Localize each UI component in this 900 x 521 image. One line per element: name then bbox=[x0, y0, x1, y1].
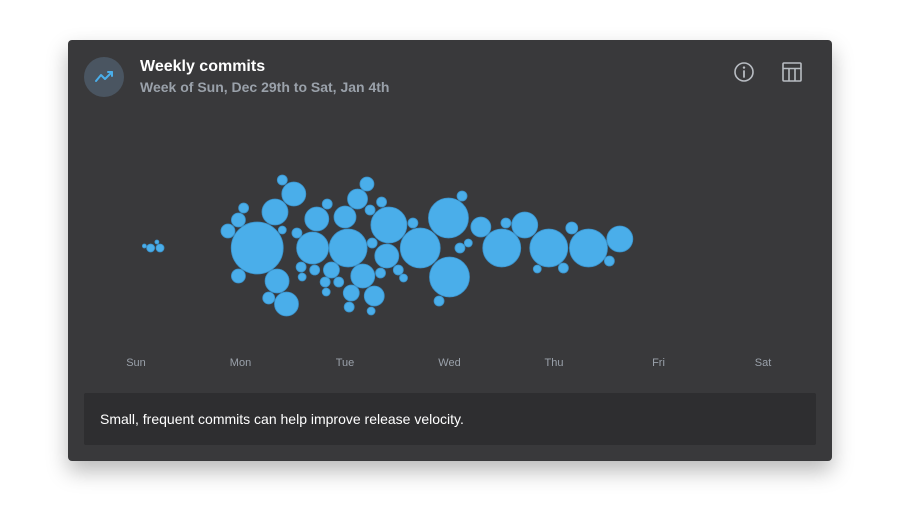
commit-bubble[interactable] bbox=[500, 217, 512, 229]
commit-bubble[interactable] bbox=[569, 228, 608, 268]
commit-bubble[interactable] bbox=[350, 263, 376, 289]
table-view-icon[interactable] bbox=[780, 60, 804, 84]
commit-bubble[interactable] bbox=[296, 231, 330, 265]
commit-bubble[interactable] bbox=[456, 190, 468, 202]
commit-bubble[interactable] bbox=[558, 262, 569, 274]
commit-bubble[interactable] bbox=[146, 243, 156, 253]
commit-bubble[interactable] bbox=[295, 261, 307, 273]
commit-bubble[interactable] bbox=[366, 237, 378, 249]
commit-bubble[interactable] bbox=[220, 223, 236, 239]
commit-bubble[interactable] bbox=[374, 243, 400, 269]
commit-bubble[interactable] bbox=[429, 256, 470, 298]
commit-bubble[interactable] bbox=[333, 276, 345, 288]
card-subtitle: Week of Sun, Dec 29th to Sat, Jan 4th bbox=[140, 79, 390, 95]
x-tick-label: Thu bbox=[545, 357, 564, 369]
commit-bubble[interactable] bbox=[333, 205, 357, 229]
commit-bubble[interactable] bbox=[277, 225, 287, 235]
commit-bubble[interactable] bbox=[428, 197, 469, 239]
commit-bubble[interactable] bbox=[565, 221, 579, 235]
weekly-commits-card: Weekly commits Week of Sun, Dec 29th to … bbox=[68, 40, 832, 461]
commit-bubble[interactable] bbox=[231, 212, 246, 228]
commit-bubble[interactable] bbox=[323, 261, 340, 279]
trend-line-icon bbox=[84, 57, 124, 97]
commit-bubble[interactable] bbox=[463, 238, 473, 248]
commit-bubble[interactable] bbox=[399, 227, 441, 269]
commit-bubble[interactable] bbox=[532, 264, 542, 274]
commit-bubble[interactable] bbox=[399, 273, 408, 283]
x-tick-label: Sat bbox=[755, 357, 772, 369]
commit-bubble[interactable] bbox=[304, 206, 330, 232]
commit-bubble[interactable] bbox=[347, 188, 368, 210]
commit-bubble[interactable] bbox=[291, 227, 303, 239]
commit-bubble[interactable] bbox=[342, 284, 360, 302]
commit-bubble[interactable] bbox=[297, 272, 307, 282]
commit-bubble[interactable] bbox=[363, 285, 385, 307]
commit-bubble[interactable] bbox=[154, 239, 160, 245]
commit-bubble[interactable] bbox=[309, 264, 321, 276]
commit-bubble[interactable] bbox=[343, 301, 355, 313]
commit-bubble[interactable] bbox=[238, 202, 250, 214]
x-tick-label: Wed bbox=[438, 357, 460, 369]
commit-bubble[interactable] bbox=[375, 267, 386, 279]
commit-bubble[interactable] bbox=[262, 291, 276, 305]
commit-bubble[interactable] bbox=[319, 276, 331, 288]
commit-bubble[interactable] bbox=[321, 287, 331, 297]
commit-bubble[interactable] bbox=[606, 225, 634, 253]
x-tick-label: Fri bbox=[652, 357, 665, 369]
commit-bubble[interactable] bbox=[433, 295, 445, 307]
commit-bubble[interactable] bbox=[370, 206, 408, 244]
commit-bubble[interactable] bbox=[364, 204, 376, 216]
tip-banner: Small, frequent commits can help improve… bbox=[84, 393, 816, 445]
commit-bubble[interactable] bbox=[529, 228, 569, 268]
commit-bubble[interactable] bbox=[261, 198, 289, 226]
commit-bubble[interactable] bbox=[141, 243, 147, 249]
commit-bubble[interactable] bbox=[470, 216, 492, 238]
commit-bubble[interactable] bbox=[392, 264, 404, 276]
commit-bubble[interactable] bbox=[482, 228, 522, 268]
commit-bubble[interactable] bbox=[511, 211, 539, 239]
tip-text: Small, frequent commits can help improve… bbox=[100, 411, 464, 427]
commit-bubble[interactable] bbox=[454, 242, 466, 254]
x-tick-label: Mon bbox=[230, 357, 251, 369]
commit-bubble[interactable] bbox=[230, 221, 284, 275]
commit-bubble[interactable] bbox=[231, 268, 246, 284]
commit-bubble[interactable] bbox=[274, 291, 299, 317]
commit-bubble[interactable] bbox=[281, 181, 307, 207]
card-title: Weekly commits bbox=[140, 58, 266, 75]
x-tick-label: Sun bbox=[126, 357, 146, 369]
commit-bubble[interactable] bbox=[376, 196, 387, 208]
commit-bubble[interactable] bbox=[328, 228, 368, 268]
commit-bubble[interactable] bbox=[264, 268, 290, 294]
commit-bubble[interactable] bbox=[321, 198, 333, 210]
commit-bubble[interactable] bbox=[155, 243, 165, 253]
commit-bubble[interactable] bbox=[359, 176, 375, 192]
x-tick-label: Tue bbox=[336, 357, 355, 369]
commits-beeswarm-chart: Sun Mon Tue Wed Thu Fri Sat bbox=[126, 174, 772, 369]
commit-bubble[interactable] bbox=[276, 174, 288, 186]
commit-bubble[interactable] bbox=[366, 306, 376, 316]
commit-bubble[interactable] bbox=[603, 255, 615, 267]
info-icon[interactable] bbox=[732, 60, 756, 84]
commit-bubble[interactable] bbox=[407, 217, 419, 229]
